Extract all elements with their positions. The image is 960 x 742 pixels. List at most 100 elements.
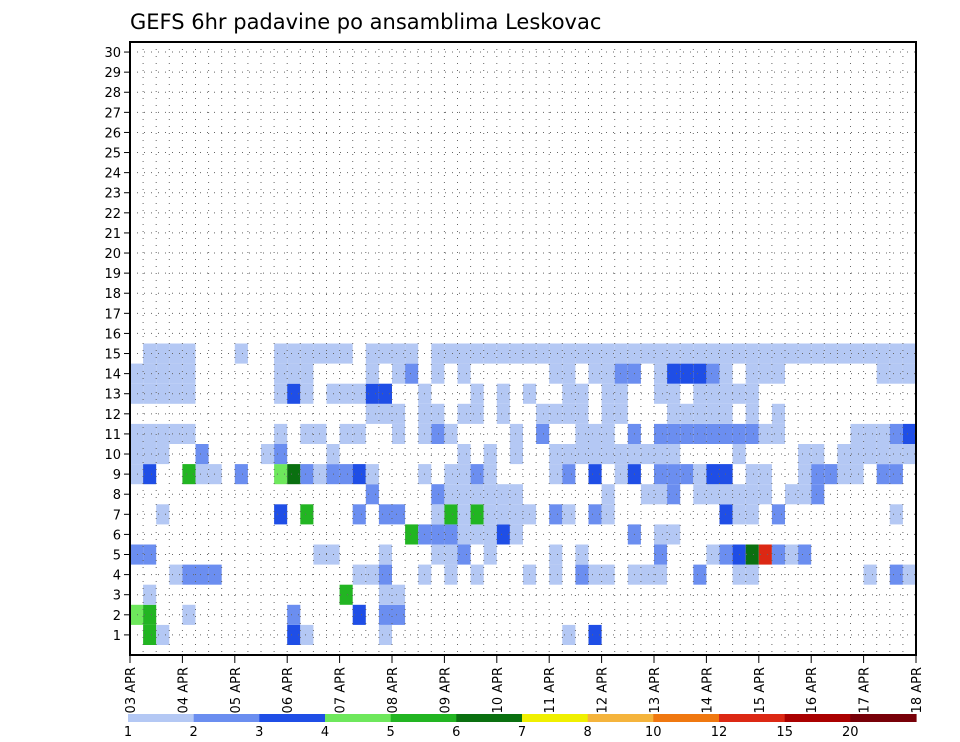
heatmap-cell [654,383,668,404]
heatmap-cell [745,423,759,444]
heatmap-cell [378,383,392,404]
y-tick-label: 23 [104,187,121,202]
heatmap-cell [588,464,602,485]
heatmap-cell [785,484,799,505]
heatmap-cell [575,564,589,585]
heatmap-cell [863,423,877,444]
heatmap-cell [169,383,183,404]
heatmap-cell [130,363,144,384]
heatmap-cell [274,343,288,364]
heatmap-cell [588,564,602,585]
heatmap-cell [365,484,379,505]
heatmap-cell [640,564,654,585]
heatmap-cell [758,544,772,565]
heatmap-cell [811,444,825,465]
heatmap-cell [457,444,471,465]
heatmap-cell [457,484,471,505]
heatmap-cell [457,363,471,384]
heatmap-cell [758,363,772,384]
heatmap-cell [719,403,733,424]
heatmap-cell [693,403,707,424]
heatmap-cell [719,504,733,525]
heatmap-cell [143,464,157,485]
y-tick-label: 11 [104,428,121,443]
heatmap-cell [130,464,144,485]
heatmap-cell [785,544,799,565]
heatmap-cell [457,504,471,525]
colorbar-tick-label: 10 [645,725,662,740]
y-tick-label: 3 [113,589,121,604]
heatmap-cell [234,464,248,485]
heatmap-cell [706,484,720,505]
heatmap-cell [431,504,445,525]
heatmap-cell [156,444,170,465]
heatmap-cell [392,604,406,625]
x-tick-label: 12 APR [596,667,611,713]
heatmap-cell [745,343,759,364]
heatmap-cell [706,464,720,485]
heatmap-cell [640,484,654,505]
heatmap-cell [889,363,903,384]
y-tick-label: 19 [104,267,121,282]
heatmap-cell [483,464,497,485]
heatmap-cell [339,464,353,485]
heatmap-cell [850,444,864,465]
colorbar-swatch [325,714,392,722]
heatmap-cell [719,363,733,384]
heatmap-cell [444,524,458,545]
heatmap-cell [470,403,484,424]
heatmap-cell [614,403,628,424]
x-tick-label: 13 APR [648,667,663,713]
heatmap-cell [300,504,314,525]
heatmap-cell [431,363,445,384]
heatmap-cell [601,484,615,505]
heatmap-cell [798,343,812,364]
heatmap-cell [706,423,720,444]
heatmap-cell [719,343,733,364]
x-tick-label: 11 APR [543,667,558,713]
heatmap-cell [575,444,589,465]
heatmap-cell [654,564,668,585]
heatmap-cell [614,383,628,404]
x-tick-label: 09 APR [438,667,453,713]
x-tick-label: 08 APR [386,667,401,713]
colorbar-swatch [522,714,589,722]
heatmap-cell [182,564,196,585]
y-tick-label: 25 [104,147,121,162]
heatmap-cell [549,504,563,525]
heatmap-cell [562,343,576,364]
heatmap-cell [719,423,733,444]
heatmap-cell [575,343,589,364]
y-tick-label: 20 [104,247,121,262]
colorbar-swatch [193,714,260,722]
heatmap-cell [562,383,576,404]
heatmap-cell [640,343,654,364]
heatmap-cell [365,403,379,424]
heatmap-cell [392,363,406,384]
heatmap-cell [195,564,209,585]
heatmap-cell [195,444,209,465]
heatmap-cell [863,343,877,364]
heatmap-cell [837,464,851,485]
heatmap-cell [156,504,170,525]
heatmap-cell [365,383,379,404]
heatmap-cell [378,544,392,565]
heatmap-cell [352,423,366,444]
heatmap-cell [287,383,301,404]
heatmap-cell [208,464,222,485]
heatmap-cell [156,423,170,444]
heatmap-cell [549,343,563,364]
heatmap-cell [745,504,759,525]
heatmap-cell [771,423,785,444]
heatmap-cell [745,564,759,585]
heatmap-cell [549,544,563,565]
heatmap-cell [470,524,484,545]
heatmap-cell [339,423,353,444]
heatmap-cell [654,343,668,364]
heatmap-cell [588,343,602,364]
heatmap-cell [575,403,589,424]
heatmap-cell [143,423,157,444]
heatmap-cell [169,564,183,585]
heatmap-cell [378,604,392,625]
heatmap-cell [274,464,288,485]
